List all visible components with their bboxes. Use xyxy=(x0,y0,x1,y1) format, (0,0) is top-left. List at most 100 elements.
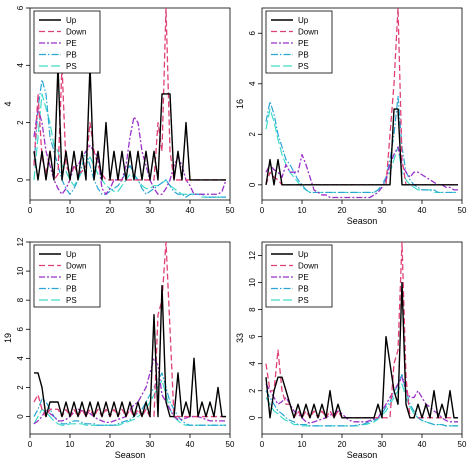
y-tick-label: 12 xyxy=(248,251,257,260)
plot-frame xyxy=(29,7,231,201)
series-line-pb xyxy=(33,79,226,198)
series-line-pe xyxy=(33,357,226,425)
legend-label-pb: PB xyxy=(298,51,309,60)
x-tick-label: 30 xyxy=(378,440,387,449)
x-tick-label: 0 xyxy=(28,206,33,215)
y-tick-label: 6 xyxy=(248,30,257,35)
x-axis-label: Season xyxy=(347,216,378,226)
series-line-up xyxy=(33,64,226,181)
y-tick-label: 2 xyxy=(16,385,25,390)
x-tick-label: 10 xyxy=(66,440,75,449)
legend-label-pe: PE xyxy=(66,39,77,48)
legend-label-up: Up xyxy=(66,250,77,259)
x-tick-label: 0 xyxy=(260,440,265,449)
legend-label-up: Up xyxy=(298,16,309,25)
x-tick-label: 40 xyxy=(186,440,195,449)
legend-label-pb: PB xyxy=(66,51,77,60)
series-line-pb xyxy=(33,372,226,426)
x-axis-label: Season xyxy=(347,450,378,460)
legend-label-up: Up xyxy=(298,250,309,259)
legend: Up Down PE PB PS xyxy=(33,244,101,308)
series-line-pe xyxy=(265,146,458,199)
y-axis-label: 16 xyxy=(235,99,245,109)
x-tick-label: 10 xyxy=(66,206,75,215)
legend-label-ps: PS xyxy=(298,62,309,71)
x-tick-label: 40 xyxy=(186,206,195,215)
y-axis-label: 33 xyxy=(235,333,245,343)
y-tick-label: 10 xyxy=(16,266,25,275)
y-tick-label: 8 xyxy=(248,307,257,312)
series-line-down xyxy=(33,8,226,181)
y-tick-label: 0 xyxy=(16,414,25,419)
legend-label-down: Down xyxy=(66,28,86,37)
x-tick-label: 40 xyxy=(418,206,427,215)
legend-label-ps: PS xyxy=(66,62,77,71)
chart-panel-3: 0 10 20 30 40 50 0 2 4 6 8 10 12 19 Season Up Down PE PB PS xyxy=(3,237,235,460)
series-line-pb xyxy=(265,373,458,427)
x-tick-label: 40 xyxy=(418,440,427,449)
y-tick-label: 12 xyxy=(16,237,25,246)
series-line-up xyxy=(265,281,458,419)
y-tick-label: 4 xyxy=(248,361,257,366)
x-tick-label: 20 xyxy=(106,440,115,449)
y-tick-label: 0 xyxy=(248,182,257,187)
x-tick-label: 10 xyxy=(298,440,307,449)
series-line-up xyxy=(265,108,458,186)
y-tick-label: 4 xyxy=(16,63,25,68)
y-tick-label: 6 xyxy=(248,334,257,339)
x-tick-label: 30 xyxy=(146,440,155,449)
legend: Up Down PE PB PS xyxy=(265,10,333,74)
y-tick-label: 2 xyxy=(248,132,257,137)
series-line-down xyxy=(33,242,226,418)
legend: Up Down PE PB PS xyxy=(33,10,101,74)
legend-label-pb: PB xyxy=(66,285,77,294)
y-tick-label: 6 xyxy=(16,326,25,331)
x-axis-label: Season xyxy=(115,450,146,460)
y-tick-label: 4 xyxy=(248,81,257,86)
series-group xyxy=(33,8,227,198)
series-line-ps xyxy=(265,108,458,194)
x-tick-label: 20 xyxy=(338,206,347,215)
series-group xyxy=(265,242,458,427)
legend-label-pb: PB xyxy=(298,285,309,294)
legend-label-pe: PE xyxy=(298,273,309,282)
x-tick-label: 50 xyxy=(226,206,235,215)
legend-label-down: Down xyxy=(298,262,318,271)
y-tick-label: 4 xyxy=(16,356,25,361)
y-tick-label: 0 xyxy=(16,177,25,182)
y-tick-label: 6 xyxy=(16,5,25,10)
x-tick-label: 50 xyxy=(226,440,235,449)
chart-panel-4: 0 10 20 30 40 50 0 2 4 6 8 10 12 33 Season Up Down PE PB PS xyxy=(235,241,467,460)
series-group xyxy=(265,8,458,199)
y-tick-label: 2 xyxy=(248,388,257,393)
x-tick-label: 30 xyxy=(378,206,387,215)
x-tick-label: 50 xyxy=(458,206,467,215)
x-tick-label: 20 xyxy=(338,440,347,449)
y-tick-label: 10 xyxy=(248,278,257,287)
series-line-pe xyxy=(33,107,227,195)
legend-box xyxy=(265,10,333,74)
legend-box xyxy=(33,244,101,308)
x-tick-label: 0 xyxy=(260,206,265,215)
legend-label-ps: PS xyxy=(298,296,309,305)
series-line-up xyxy=(34,284,226,418)
legend-label-pe: PE xyxy=(66,273,77,282)
x-tick-label: 20 xyxy=(106,206,115,215)
y-axis-label: 4 xyxy=(3,101,13,106)
y-tick-label: 2 xyxy=(16,120,25,125)
legend-label-up: Up xyxy=(66,16,77,25)
legend-label-pe: PE xyxy=(298,39,309,48)
x-tick-label: 30 xyxy=(146,206,155,215)
x-tick-label: 10 xyxy=(298,206,307,215)
y-tick-label: 8 xyxy=(16,297,25,302)
legend-box xyxy=(265,244,333,308)
y-tick-label: 0 xyxy=(248,415,257,420)
chart-panel-1: 0 10 20 30 40 50 0 2 4 6 4 Up Down PE PB PS xyxy=(3,5,235,215)
plot-frame xyxy=(261,7,463,201)
series-group xyxy=(33,242,226,426)
legend-label-down: Down xyxy=(66,262,86,271)
x-tick-label: 0 xyxy=(28,440,33,449)
plot-frame xyxy=(261,241,463,435)
series-line-ps xyxy=(265,383,458,427)
